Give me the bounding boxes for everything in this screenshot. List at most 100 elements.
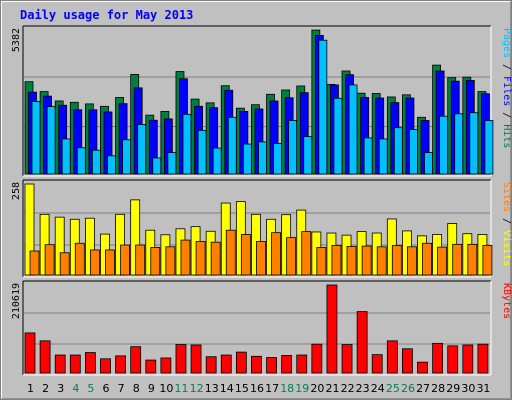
legend-part: / — [501, 58, 512, 76]
x-tick-label-day-21: 21 — [325, 382, 339, 395]
bar-kbytes-day-26 — [402, 348, 413, 374]
bar-kbytes-day-20 — [311, 343, 323, 374]
bar-pages-day-18 — [288, 120, 298, 175]
chart-title: Daily usage for May 2013 — [20, 8, 193, 22]
bar-kbytes-day-1 — [24, 332, 36, 374]
bar-sites-day-14 — [225, 229, 236, 276]
bar-sites-day-1 — [29, 250, 40, 276]
panel-max-label: 258 — [11, 182, 22, 200]
panel-visits-sites: 258 Sites / Visits — [11, 179, 512, 278]
legend-part: KBytes — [501, 283, 512, 319]
bar-pages-day-6 — [107, 155, 116, 175]
bar-kbytes-day-10 — [160, 357, 172, 374]
bar-pages-day-23 — [363, 137, 373, 175]
bar-pages-day-13 — [212, 147, 222, 175]
bar-kbytes-day-4 — [69, 354, 81, 374]
bar-kbytes-day-29 — [447, 345, 459, 374]
x-tick-label-day-15: 15 — [235, 382, 249, 395]
bar-pages-day-10 — [167, 152, 177, 175]
x-tick-label-day-19: 19 — [295, 382, 309, 395]
bar-sites-day-25 — [391, 244, 402, 276]
x-tick-label-day-30: 30 — [461, 382, 475, 395]
bar-pages-day-21 — [333, 97, 343, 175]
x-tick-label-day-8: 8 — [133, 382, 140, 395]
bar-sites-day-19 — [301, 231, 312, 276]
bar-pages-day-8 — [137, 124, 147, 175]
bar-pages-day-26 — [409, 129, 418, 175]
series-pages — [31, 39, 494, 175]
bar-kbytes-day-12 — [190, 344, 202, 374]
bar-pages-day-4 — [76, 147, 86, 175]
bar-visits-day-8 — [130, 199, 141, 276]
bar-sites-day-8 — [135, 244, 146, 276]
bar-kbytes-day-3 — [54, 354, 66, 374]
x-tick-label-day-14: 14 — [220, 382, 234, 395]
bar-kbytes-day-15 — [235, 351, 247, 374]
bar-sites-day-11 — [180, 239, 191, 276]
bar-pages-day-7 — [122, 139, 131, 175]
bar-kbytes-day-22 — [341, 344, 353, 374]
x-tick-label-day-10: 10 — [159, 382, 173, 395]
bar-kbytes-day-25 — [386, 340, 398, 374]
series-sites — [29, 229, 493, 276]
bar-kbytes-day-30 — [462, 344, 474, 374]
bar-pages-day-25 — [393, 127, 403, 175]
bar-sites-day-3 — [59, 252, 70, 276]
legend-part: / — [501, 212, 512, 230]
bar-kbytes-day-31 — [477, 343, 489, 374]
x-tick-label-day-3: 3 — [57, 382, 64, 395]
bar-visits-day-1 — [24, 183, 35, 276]
bar-pages-day-27 — [424, 152, 433, 175]
bar-pages-day-20 — [318, 39, 328, 175]
bar-pages-day-14 — [227, 116, 237, 175]
x-tick-label-day-11: 11 — [175, 382, 189, 395]
legend-part: Hits — [501, 124, 512, 148]
panel-legend-label: KBytes — [501, 283, 512, 319]
bar-sites-day-7 — [120, 244, 130, 276]
x-tick-label-day-1: 1 — [27, 382, 34, 395]
bar-pages-day-3 — [61, 138, 71, 175]
panel-legend-label: Sites / Visits — [501, 182, 512, 266]
legend-part: / — [501, 106, 512, 124]
bar-pages-day-5 — [91, 149, 101, 175]
x-tick-label-day-16: 16 — [250, 382, 264, 395]
bar-pages-day-30 — [469, 112, 479, 175]
x-tick-label-day-20: 20 — [310, 382, 324, 395]
x-tick-label-day-29: 29 — [446, 382, 460, 395]
bar-kbytes-day-5 — [84, 352, 96, 374]
x-tick-label-day-31: 31 — [476, 382, 490, 395]
bar-sites-day-18 — [286, 237, 297, 276]
bar-sites-day-4 — [74, 242, 85, 276]
legend-part: Pages — [501, 28, 512, 58]
bar-sites-day-29 — [452, 243, 463, 276]
x-tick-label-day-2: 2 — [42, 382, 49, 395]
bar-kbytes-day-11 — [175, 344, 187, 374]
bar-kbytes-day-7 — [115, 355, 126, 374]
bar-kbytes-day-9 — [145, 359, 157, 374]
bar-sites-day-21 — [331, 244, 342, 276]
chart-panels: 5382 Pages / Files / Hits 258 Sites / Visit… — [11, 25, 512, 376]
legend-part: Visits — [501, 230, 512, 266]
bar-kbytes-day-24 — [371, 354, 383, 374]
x-tick-label-day-28: 28 — [431, 382, 445, 395]
bar-sites-day-12 — [195, 241, 206, 276]
bar-sites-day-23 — [361, 245, 372, 276]
bar-pages-day-15 — [242, 143, 252, 175]
bar-sites-day-6 — [105, 249, 115, 276]
bar-pages-day-28 — [439, 115, 449, 175]
bar-pages-day-31 — [484, 120, 494, 175]
legend-part: Files — [501, 76, 512, 106]
bar-sites-day-2 — [44, 244, 55, 276]
bar-pages-day-19 — [303, 136, 313, 175]
bar-pages-day-9 — [152, 157, 162, 175]
bar-visits-day-5 — [84, 217, 95, 276]
series-visits — [24, 183, 488, 276]
bar-kbytes-day-16 — [251, 355, 262, 374]
bar-sites-day-5 — [89, 249, 100, 276]
bar-kbytes-day-8 — [130, 346, 142, 374]
bar-kbytes-day-2 — [39, 340, 51, 374]
bar-pages-day-22 — [348, 84, 358, 175]
bar-sites-day-24 — [376, 246, 387, 276]
x-tick-label-day-12: 12 — [190, 382, 204, 395]
